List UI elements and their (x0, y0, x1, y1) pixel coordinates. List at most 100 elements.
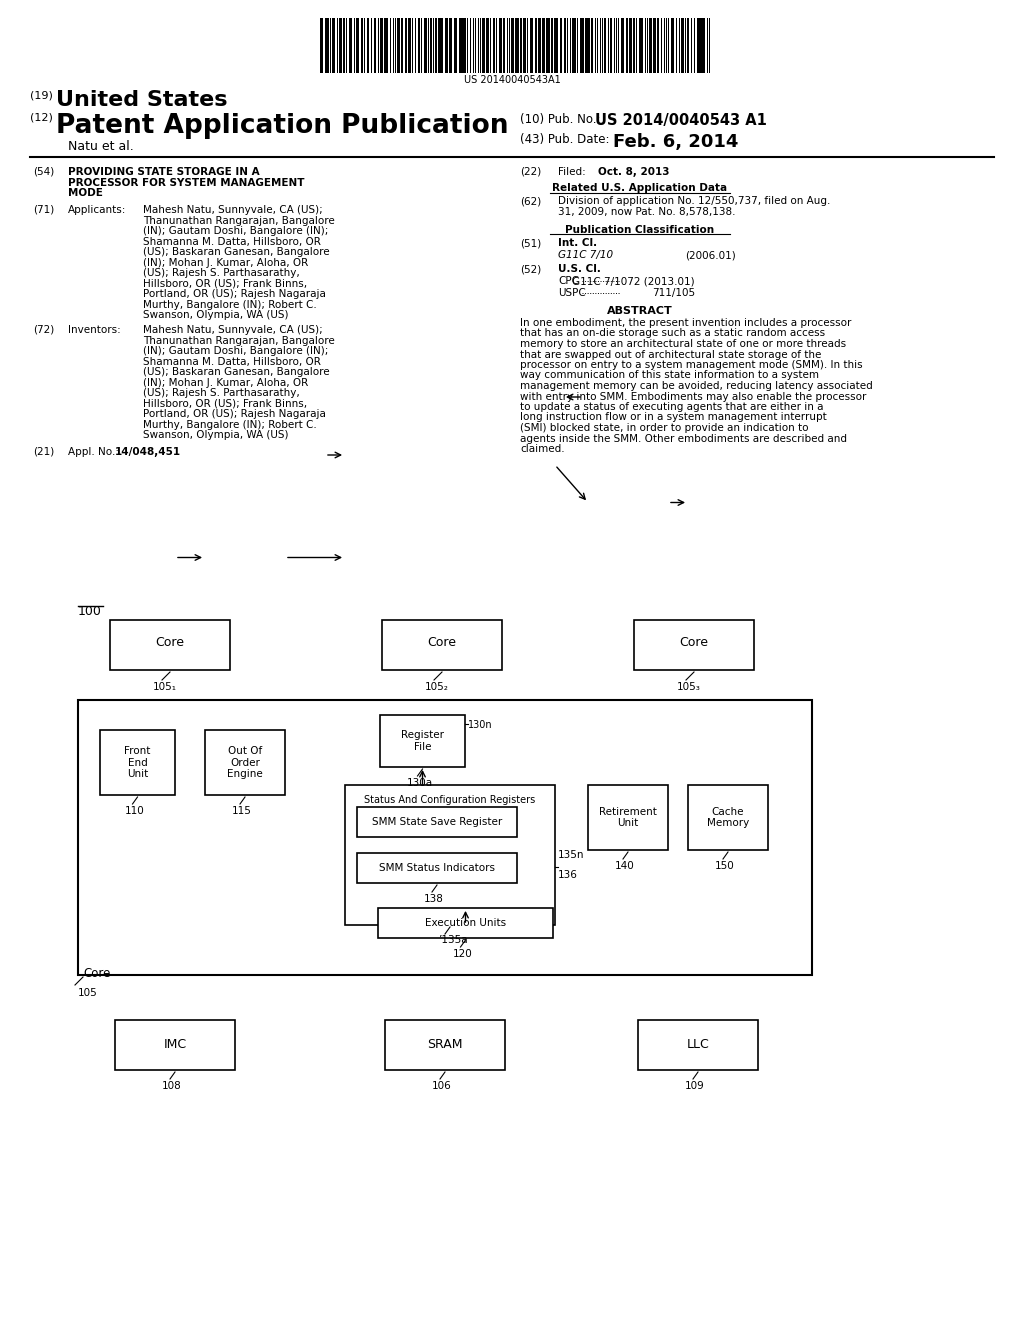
Bar (535, 18, 537, 73)
Bar (671, 18, 673, 73)
Text: (US); Baskaran Ganesan, Bangalore: (US); Baskaran Ganesan, Bangalore (143, 367, 330, 378)
Bar (640, 18, 643, 73)
Text: Status And Configuration Registers: Status And Configuration Registers (365, 795, 536, 805)
Text: Retirement
Unit: Retirement Unit (599, 807, 657, 829)
Text: United States: United States (56, 90, 227, 110)
Bar (385, 1020, 505, 1071)
Bar (380, 715, 465, 767)
Bar (110, 620, 230, 671)
Text: Mahesh Natu, Sunnyvale, CA (US);: Mahesh Natu, Sunnyvale, CA (US); (143, 205, 323, 215)
Bar (511, 18, 514, 73)
Text: (2006.01): (2006.01) (685, 249, 736, 260)
Bar (547, 18, 549, 73)
Text: 130a: 130a (407, 777, 432, 788)
Text: Natu et al.: Natu et al. (68, 140, 134, 153)
Text: Patent Application Publication: Patent Application Publication (56, 114, 509, 139)
Bar (401, 18, 403, 73)
Bar (487, 18, 489, 73)
Text: Hillsboro, OR (US); Frank Binns,: Hillsboro, OR (US); Frank Binns, (143, 399, 307, 408)
Bar (374, 18, 376, 73)
Text: (21): (21) (33, 447, 54, 457)
Bar (418, 18, 420, 73)
Text: Applicants:: Applicants: (68, 205, 126, 215)
Bar (332, 18, 335, 73)
Text: (US); Rajesh S. Parthasarathy,: (US); Rajesh S. Parthasarathy, (143, 388, 300, 399)
Text: 115: 115 (232, 807, 252, 816)
Text: that are swapped out of architectural state storage of the: that are swapped out of architectural st… (520, 350, 821, 359)
Bar (633, 18, 635, 73)
Bar (560, 18, 562, 73)
Bar (538, 18, 541, 73)
Text: 105₂: 105₂ (425, 682, 449, 692)
Text: Swanson, Olympia, WA (US): Swanson, Olympia, WA (US) (143, 430, 289, 440)
Text: Murthy, Bangalore (IN); Robert C.: Murthy, Bangalore (IN); Robert C. (143, 300, 316, 309)
Text: (SMI) blocked state, in order to provide an indication to: (SMI) blocked state, in order to provide… (520, 422, 809, 433)
Bar (367, 18, 369, 73)
Text: Cache
Memory: Cache Memory (707, 807, 750, 829)
Text: Publication Classification: Publication Classification (565, 224, 715, 235)
Text: (US); Baskaran Ganesan, Bangalore: (US); Baskaran Ganesan, Bangalore (143, 247, 330, 257)
Bar (542, 18, 545, 73)
Text: (IN); Mohan J. Kumar, Aloha, OR: (IN); Mohan J. Kumar, Aloha, OR (143, 378, 308, 388)
Bar (115, 1020, 234, 1071)
Bar (493, 18, 495, 73)
Text: SMM State Save Register: SMM State Save Register (372, 817, 502, 828)
Text: PROVIDING STATE STORAGE IN A: PROVIDING STATE STORAGE IN A (68, 168, 260, 177)
Text: Core: Core (156, 635, 184, 648)
Bar (455, 18, 457, 73)
Bar (438, 18, 440, 73)
Bar (499, 18, 502, 73)
Bar (564, 18, 566, 73)
Text: Mahesh Natu, Sunnyvale, CA (US);: Mahesh Natu, Sunnyvale, CA (US); (143, 325, 323, 335)
Text: claimed.: claimed. (520, 444, 564, 454)
Bar (78, 700, 812, 975)
Bar (445, 18, 449, 73)
Text: 105₁: 105₁ (153, 682, 177, 692)
Bar (530, 18, 534, 73)
Text: G11C 7/10: G11C 7/10 (558, 249, 613, 260)
Text: 120: 120 (453, 949, 472, 960)
Text: Related U.S. Application Data: Related U.S. Application Data (552, 183, 728, 193)
Text: PROCESSOR FOR SYSTEM MANAGEMENT: PROCESSOR FOR SYSTEM MANAGEMENT (68, 177, 304, 187)
Text: US 20140040543A1: US 20140040543A1 (464, 75, 560, 84)
Text: Core: Core (83, 968, 111, 979)
Text: (10) Pub. No.:: (10) Pub. No.: (520, 114, 600, 125)
Text: SRAM: SRAM (427, 1039, 463, 1052)
Bar (697, 18, 699, 73)
Text: MODE: MODE (68, 187, 102, 198)
Text: Shamanna M. Datta, Hillsboro, OR: Shamanna M. Datta, Hillsboro, OR (143, 236, 321, 247)
Text: 136: 136 (558, 870, 578, 880)
Text: US 2014/0040543 A1: US 2014/0040543 A1 (595, 114, 767, 128)
Text: Core: Core (427, 635, 457, 648)
Bar (449, 18, 452, 73)
Text: (52): (52) (520, 264, 542, 275)
Text: (19): (19) (30, 90, 53, 100)
Text: 109: 109 (685, 1081, 705, 1092)
Text: (12): (12) (30, 114, 53, 123)
Text: SMM Status Indicators: SMM Status Indicators (379, 863, 495, 873)
Text: 130n: 130n (468, 719, 493, 730)
Bar (503, 18, 505, 73)
Text: Feb. 6, 2014: Feb. 6, 2014 (613, 133, 738, 150)
Bar (630, 18, 632, 73)
Text: Execution Units: Execution Units (425, 917, 506, 928)
Text: Filed:: Filed: (558, 168, 586, 177)
Bar (588, 785, 668, 850)
Bar (382, 620, 502, 671)
Text: 135n: 135n (558, 850, 585, 861)
Text: (43) Pub. Date:: (43) Pub. Date: (520, 133, 609, 147)
Bar (638, 1020, 758, 1071)
Bar (634, 620, 754, 671)
Text: memory to store an architectural state of one or more threads: memory to store an architectural state o… (520, 339, 846, 348)
Bar (591, 18, 593, 73)
Text: Front
End
Unit: Front End Unit (124, 746, 151, 779)
Text: (54): (54) (33, 168, 54, 177)
Text: Appl. No.:: Appl. No.: (68, 447, 119, 457)
Bar (397, 18, 400, 73)
Bar (702, 18, 705, 73)
Bar (205, 730, 285, 795)
Text: U.S. Cl.: U.S. Cl. (558, 264, 601, 275)
Text: way communication of this state information to a system: way communication of this state informat… (520, 371, 819, 380)
Text: management memory can be avoided, reducing latency associated: management memory can be avoided, reduci… (520, 381, 872, 391)
Text: Thanunathan Rangarajan, Bangalore: Thanunathan Rangarajan, Bangalore (143, 215, 335, 226)
